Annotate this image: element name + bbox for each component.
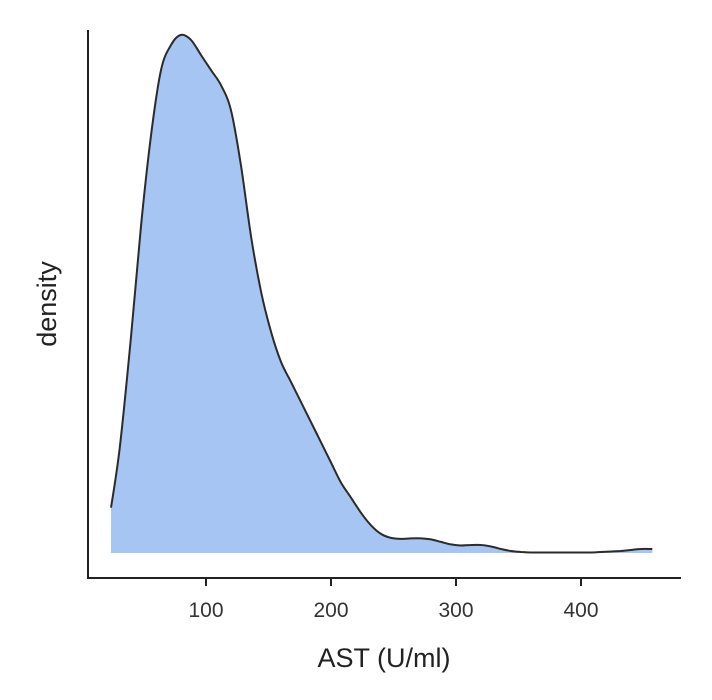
x-axis-ticks: 100 200 300 400	[188, 578, 599, 622]
density-area	[111, 34, 653, 553]
x-axis-title: AST (U/ml)	[318, 643, 451, 673]
x-tick-label-100: 100	[188, 599, 223, 622]
plot-area	[110, 33, 653, 554]
y-axis-title: density	[32, 261, 62, 347]
density-line	[110, 33, 653, 554]
x-tick-label-400: 400	[563, 599, 598, 622]
x-tick-label-300: 300	[438, 599, 473, 622]
x-tick-label-200: 200	[313, 599, 348, 622]
